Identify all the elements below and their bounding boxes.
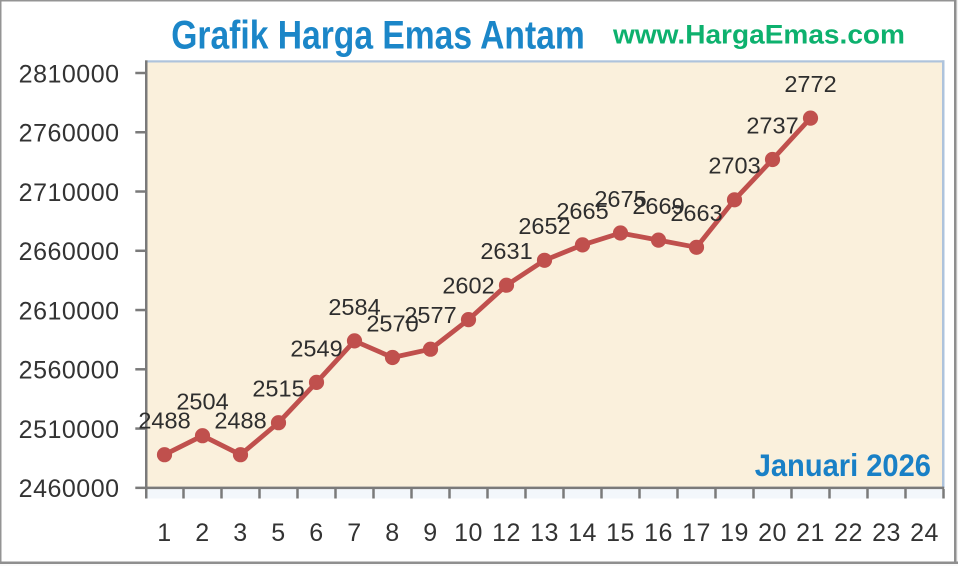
- svg-text:Grafik Harga Emas Antam: Grafik Harga Emas Antam: [171, 14, 585, 58]
- svg-text:2610000: 2610000: [19, 297, 120, 325]
- svg-text:2584: 2584: [328, 294, 380, 320]
- svg-text:2675: 2675: [594, 186, 646, 212]
- svg-text:2: 2: [195, 519, 209, 547]
- svg-text:16: 16: [644, 519, 673, 547]
- svg-text:2488: 2488: [214, 408, 266, 434]
- svg-text:2710000: 2710000: [19, 179, 120, 207]
- svg-text:1: 1: [157, 519, 171, 547]
- svg-text:3: 3: [233, 519, 247, 547]
- svg-text:2665: 2665: [556, 198, 608, 224]
- svg-text:2737: 2737: [746, 112, 798, 138]
- svg-text:2652: 2652: [518, 213, 570, 239]
- svg-text:17: 17: [682, 519, 711, 547]
- svg-text:2549: 2549: [290, 335, 342, 361]
- svg-text:2631: 2631: [480, 238, 532, 264]
- svg-text:23: 23: [872, 519, 901, 547]
- svg-text:24: 24: [910, 519, 939, 547]
- svg-text:20: 20: [758, 519, 787, 547]
- svg-text:21: 21: [796, 519, 825, 547]
- svg-text:www.HargaEmas.com: www.HargaEmas.com: [612, 20, 905, 50]
- svg-text:Januari 2026: Januari 2026: [755, 447, 931, 483]
- svg-text:2460000: 2460000: [19, 475, 120, 503]
- svg-text:6: 6: [309, 519, 323, 547]
- svg-text:2810000: 2810000: [19, 60, 120, 88]
- svg-text:2602: 2602: [442, 273, 494, 299]
- svg-text:10: 10: [454, 519, 483, 547]
- svg-text:15: 15: [606, 519, 635, 547]
- svg-text:2660000: 2660000: [19, 238, 120, 266]
- svg-text:12: 12: [492, 519, 521, 547]
- svg-text:2703: 2703: [708, 153, 760, 179]
- svg-text:22: 22: [834, 519, 863, 547]
- svg-text:5: 5: [271, 519, 285, 547]
- svg-text:2669: 2669: [632, 193, 684, 219]
- svg-text:9: 9: [423, 519, 437, 547]
- svg-text:2560000: 2560000: [19, 357, 120, 385]
- svg-text:2577: 2577: [404, 302, 456, 328]
- svg-text:13: 13: [530, 519, 559, 547]
- svg-text:8: 8: [385, 519, 399, 547]
- svg-text:2515: 2515: [252, 376, 304, 402]
- svg-text:2772: 2772: [784, 71, 836, 97]
- svg-text:7: 7: [347, 519, 361, 547]
- svg-text:2504: 2504: [176, 389, 228, 415]
- svg-text:14: 14: [568, 519, 597, 547]
- svg-text:2663: 2663: [670, 200, 722, 226]
- svg-text:19: 19: [720, 519, 749, 547]
- svg-text:2510000: 2510000: [19, 416, 120, 444]
- svg-text:2760000: 2760000: [19, 120, 120, 148]
- svg-text:2570: 2570: [366, 310, 418, 336]
- svg-text:2488: 2488: [138, 408, 190, 434]
